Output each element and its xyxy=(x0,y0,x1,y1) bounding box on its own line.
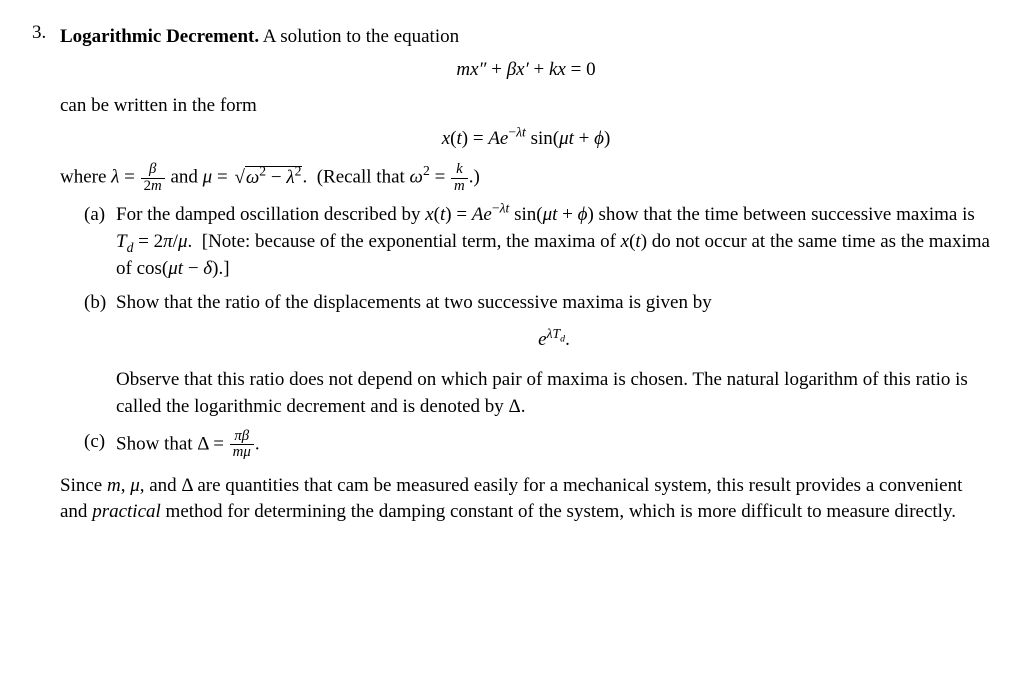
part-c: (c) Show that Δ = πβmμ. xyxy=(84,429,992,461)
part-a: (a) For the damped oscillation described… xyxy=(84,202,992,282)
problem-3: 3. Logarithmic Decrement. A solution to … xyxy=(32,20,992,530)
equation-ode: mx″ + βx′ + kx = 0 xyxy=(60,57,992,84)
equation-solution-form: x(t) = Ae−λt sin(μt + ϕ) xyxy=(60,126,992,153)
problem-title-rest: A solution to the equation xyxy=(259,26,459,47)
problem-title-line: Logarithmic Decrement. A solution to the… xyxy=(60,24,992,51)
subparts: (a) For the damped oscillation described… xyxy=(60,202,992,460)
part-a-label: (a) xyxy=(84,202,116,229)
part-c-label: (c) xyxy=(84,429,116,456)
form-intro: can be written in the form xyxy=(60,93,992,120)
equation-ratio: eλTd. xyxy=(116,327,992,354)
problem-title-bold: Logarithmic Decrement. xyxy=(60,26,259,47)
part-b-body: Show that the ratio of the displacements… xyxy=(116,290,992,420)
closing-paragraph: Since m, μ, and Δ are quantities that ca… xyxy=(60,473,992,526)
problem-number: 3. xyxy=(32,20,60,47)
part-b-label: (b) xyxy=(84,290,116,317)
part-b: (b) Show that the ratio of the displacem… xyxy=(84,290,992,420)
part-a-text: For the damped oscillation described by … xyxy=(116,202,992,282)
where-clause: where λ = β2m and μ = ω2 − λ2. (Recall t… xyxy=(60,162,992,194)
part-c-text: Show that Δ = πβmμ. xyxy=(116,429,992,461)
part-b-observe: Observe that this ratio does not depend … xyxy=(116,367,992,420)
problem-body: Logarithmic Decrement. A solution to the… xyxy=(60,20,992,530)
part-b-intro: Show that the ratio of the displacements… xyxy=(116,290,992,317)
